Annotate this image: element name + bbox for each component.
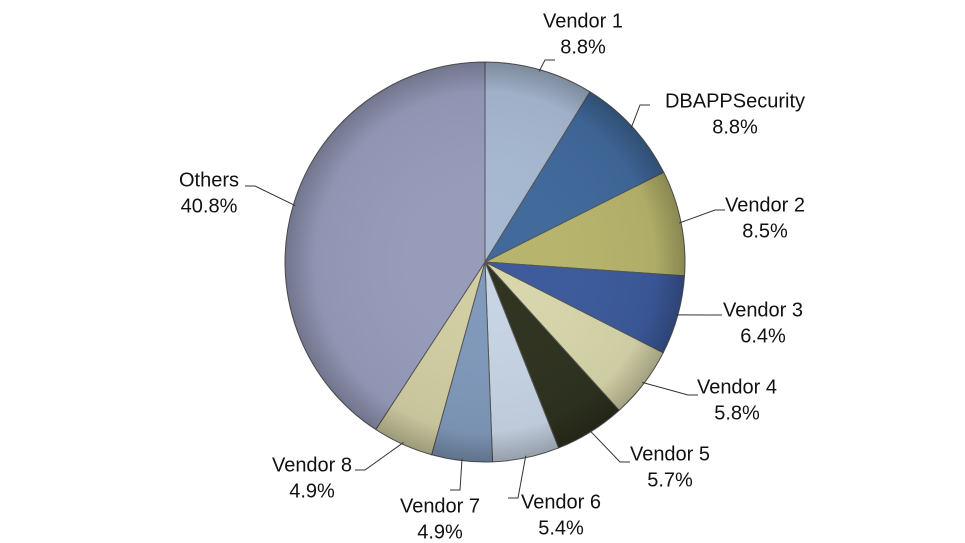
pie bbox=[284, 61, 686, 463]
leader-line bbox=[642, 381, 698, 396]
leader-line bbox=[630, 104, 650, 129]
leader-line bbox=[589, 429, 630, 463]
leader-line bbox=[245, 185, 296, 207]
slice-value: 6.4% bbox=[740, 325, 786, 347]
slice-name: Vendor 6 bbox=[521, 491, 601, 513]
slice-name: Vendor 2 bbox=[725, 194, 805, 216]
leader-line bbox=[450, 458, 463, 491]
leader-line bbox=[678, 209, 725, 224]
slice-value: 4.9% bbox=[417, 521, 463, 543]
slice-name: Vendor 5 bbox=[630, 443, 710, 465]
leader-line bbox=[355, 442, 404, 471]
leader-line bbox=[508, 455, 527, 499]
labels: Vendor 1 8.8% DBAPPSecurity 8.8% Vendor 2 8.5… bbox=[179, 10, 805, 543]
slice-name: Vendor 8 bbox=[272, 454, 352, 476]
slice-name: Vendor 4 bbox=[697, 376, 777, 398]
slice-name: Vendor 1 bbox=[543, 10, 623, 32]
slice-value: 5.4% bbox=[538, 517, 584, 539]
slice-value: 8.8% bbox=[712, 116, 758, 138]
leader-line bbox=[538, 59, 555, 72]
slice-value: 40.8% bbox=[181, 195, 238, 217]
slice-value: 8.8% bbox=[560, 36, 606, 58]
slice-name: DBAPPSecurity bbox=[665, 90, 805, 112]
slice-value: 8.5% bbox=[742, 220, 788, 242]
slice-name: Vendor 3 bbox=[723, 299, 803, 321]
slice-name: Others bbox=[179, 169, 239, 191]
slice-value: 5.7% bbox=[647, 469, 693, 491]
slice-name: Vendor 7 bbox=[400, 495, 480, 517]
slice-value: 5.8% bbox=[714, 402, 760, 424]
slice-value: 4.9% bbox=[289, 480, 335, 502]
